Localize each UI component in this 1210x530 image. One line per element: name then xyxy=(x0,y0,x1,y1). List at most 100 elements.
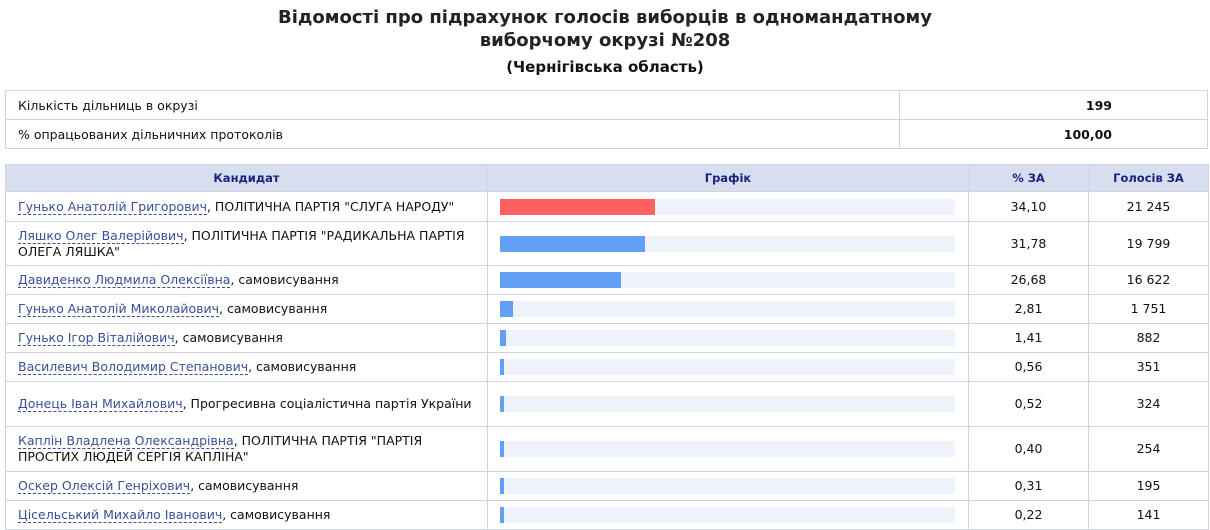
info-value: 100,00 xyxy=(899,119,1208,149)
candidate-link[interactable]: Гунько Анатолій Миколайович xyxy=(18,301,220,317)
chart-cell xyxy=(487,265,969,295)
candidate-party: , ПОЛІТИЧНА ПАРТІЯ "ПАРТІЯ ПРОСТИХ ЛЮДЕЙ… xyxy=(18,433,423,464)
bar-track xyxy=(500,396,955,412)
candidate-link[interactable]: Давиденко Людмила Олексіївна xyxy=(18,272,231,288)
votes-cell: 324 xyxy=(1088,381,1209,427)
pct-cell: 34,10 xyxy=(968,191,1089,222)
bar-track xyxy=(500,359,955,375)
candidate-link[interactable]: Гунько Ігор Віталійович xyxy=(18,330,175,346)
chart-cell xyxy=(487,381,969,427)
candidate-cell: Василевич Володимир Степанович, самовису… xyxy=(5,352,488,382)
table-row: Ляшко Олег Валерійович, ПОЛІТИЧНА ПАРТІЯ… xyxy=(5,221,1209,266)
candidate-link[interactable]: Цісельський Михайло Іванович xyxy=(18,507,223,523)
header-candidate: Кандидат xyxy=(5,164,488,192)
chart-cell xyxy=(487,426,969,472)
header-pct: % ЗА xyxy=(968,164,1089,192)
table-row: Давиденко Людмила Олексіївна, самовисува… xyxy=(5,265,1209,295)
candidate-cell: Цісельський Михайло Іванович, самовисува… xyxy=(5,500,488,530)
candidate-link[interactable]: Донець Іван Михайлович xyxy=(18,396,183,412)
pct-cell: 26,68 xyxy=(968,265,1089,295)
candidate-cell: Гунько Ігор Віталійович, самовисування xyxy=(5,323,488,353)
table-row: Донець Іван Михайлович, Прогресивна соці… xyxy=(5,381,1209,427)
table-row: Гунько Ігор Віталійович, самовисування 1… xyxy=(5,323,1209,353)
pct-cell: 0,31 xyxy=(968,471,1089,501)
vote-bar xyxy=(500,272,622,288)
candidate-link[interactable]: Гунько Анатолій Григорович xyxy=(18,198,207,215)
votes-cell: 16 622 xyxy=(1088,265,1209,295)
page-subtitle: (Чернігівська область) xyxy=(506,58,704,76)
table-row: Василевич Володимир Степанович, самовису… xyxy=(5,352,1209,382)
candidate-link[interactable]: Каплін Владлена Олександрівна xyxy=(18,433,234,449)
chart-cell xyxy=(487,323,969,353)
pct-cell: 0,22 xyxy=(968,500,1089,530)
chart-cell xyxy=(487,500,969,530)
candidate-cell: Донець Іван Михайлович, Прогресивна соці… xyxy=(5,381,488,427)
header-votes: Голосів ЗА xyxy=(1088,164,1209,192)
bar-track xyxy=(500,301,955,317)
vote-bar xyxy=(500,359,505,375)
votes-cell: 351 xyxy=(1088,352,1209,382)
candidate-party: , самовисування xyxy=(248,359,357,374)
info-row: % опрацьованих дільничних протоколів 100,… xyxy=(5,119,1208,149)
chart-cell xyxy=(487,294,969,324)
candidate-cell: Оскер Олексій Генріхович, самовисування xyxy=(5,471,488,501)
chart-cell xyxy=(487,352,969,382)
votes-cell: 195 xyxy=(1088,471,1209,501)
candidate-party: , самовисування xyxy=(174,330,283,345)
candidate-party: , Прогресивна соціалістична партія Украї… xyxy=(182,396,472,411)
candidate-link[interactable]: Оскер Олексій Генріхович xyxy=(18,478,191,494)
vote-bar xyxy=(500,330,507,346)
bar-track xyxy=(500,478,955,494)
pct-cell: 0,56 xyxy=(968,352,1089,382)
bar-track xyxy=(500,198,955,215)
candidate-party: , самовисування xyxy=(230,272,339,287)
table-row: Цісельський Михайло Іванович, самовисува… xyxy=(5,500,1209,530)
table-row: Оскер Олексій Генріхович, самовисування … xyxy=(5,471,1209,501)
pct-cell: 1,41 xyxy=(968,323,1089,353)
info-label: % опрацьованих дільничних протоколів xyxy=(5,119,900,149)
vote-bar xyxy=(500,478,505,494)
votes-cell: 1 751 xyxy=(1088,294,1209,324)
table-row: Каплін Владлена Олександрівна, ПОЛІТИЧНА… xyxy=(5,426,1209,472)
candidate-link[interactable]: Ляшко Олег Валерійович xyxy=(18,227,184,244)
chart-cell xyxy=(487,221,969,266)
bar-track xyxy=(500,330,955,346)
table-row: Гунько Анатолій Григорович, ПОЛІТИЧНА ПА… xyxy=(5,191,1209,222)
page-title-line2: виборчому окрузі №208 xyxy=(479,30,731,51)
header-chart: Графік xyxy=(487,164,969,192)
votes-cell: 141 xyxy=(1088,500,1209,530)
info-value: 199 xyxy=(899,90,1208,120)
district-info-table: Кількість дільниць в окрузі 199 % опрацьо… xyxy=(5,90,1208,149)
candidate-party: , самовисування xyxy=(190,478,299,493)
votes-cell: 21 245 xyxy=(1088,191,1209,222)
candidate-cell: Каплін Владлена Олександрівна, ПОЛІТИЧНА… xyxy=(5,426,488,472)
chart-cell xyxy=(487,191,969,222)
results-header: Кандидат Графік % ЗА Голосів ЗА xyxy=(5,164,1209,192)
bar-track xyxy=(500,507,955,523)
candidate-party: , ПОЛІТИЧНА ПАРТІЯ "СЛУГА НАРОДУ" xyxy=(206,198,455,214)
candidate-cell: Давиденко Людмила Олексіївна, самовисува… xyxy=(5,265,488,295)
vote-bar xyxy=(500,441,505,457)
vote-bar xyxy=(500,235,645,252)
candidate-cell: Гунько Анатолій Миколайович, самовисуван… xyxy=(5,294,488,324)
candidate-cell: Ляшко Олег Валерійович, ПОЛІТИЧНА ПАРТІЯ… xyxy=(5,221,488,266)
bar-track xyxy=(500,235,955,252)
pct-cell: 31,78 xyxy=(968,221,1089,266)
pct-cell: 0,52 xyxy=(968,381,1089,427)
candidate-cell: Гунько Анатолій Григорович, ПОЛІТИЧНА ПА… xyxy=(5,191,488,222)
info-label: Кількість дільниць в окрузі xyxy=(5,90,900,120)
results-table: Кандидат Графік % ЗА Голосів ЗА Гунько А… xyxy=(5,164,1209,530)
table-row: Гунько Анатолій Миколайович, самовисуван… xyxy=(5,294,1209,324)
vote-bar xyxy=(500,396,505,412)
vote-bar xyxy=(500,301,513,317)
pct-cell: 2,81 xyxy=(968,294,1089,324)
candidate-party: , ПОЛІТИЧНА ПАРТІЯ "РАДИКАЛЬНА ПАРТІЯ ОЛ… xyxy=(18,227,465,259)
page-title-line1: Відомості про підрахунок голосів виборці… xyxy=(277,7,932,28)
votes-cell: 882 xyxy=(1088,323,1209,353)
chart-cell xyxy=(487,471,969,501)
votes-cell: 19 799 xyxy=(1088,221,1209,266)
candidate-link[interactable]: Василевич Володимир Степанович xyxy=(18,359,249,375)
bar-track xyxy=(500,272,955,288)
vote-bar xyxy=(500,198,656,215)
vote-bar xyxy=(500,507,505,523)
